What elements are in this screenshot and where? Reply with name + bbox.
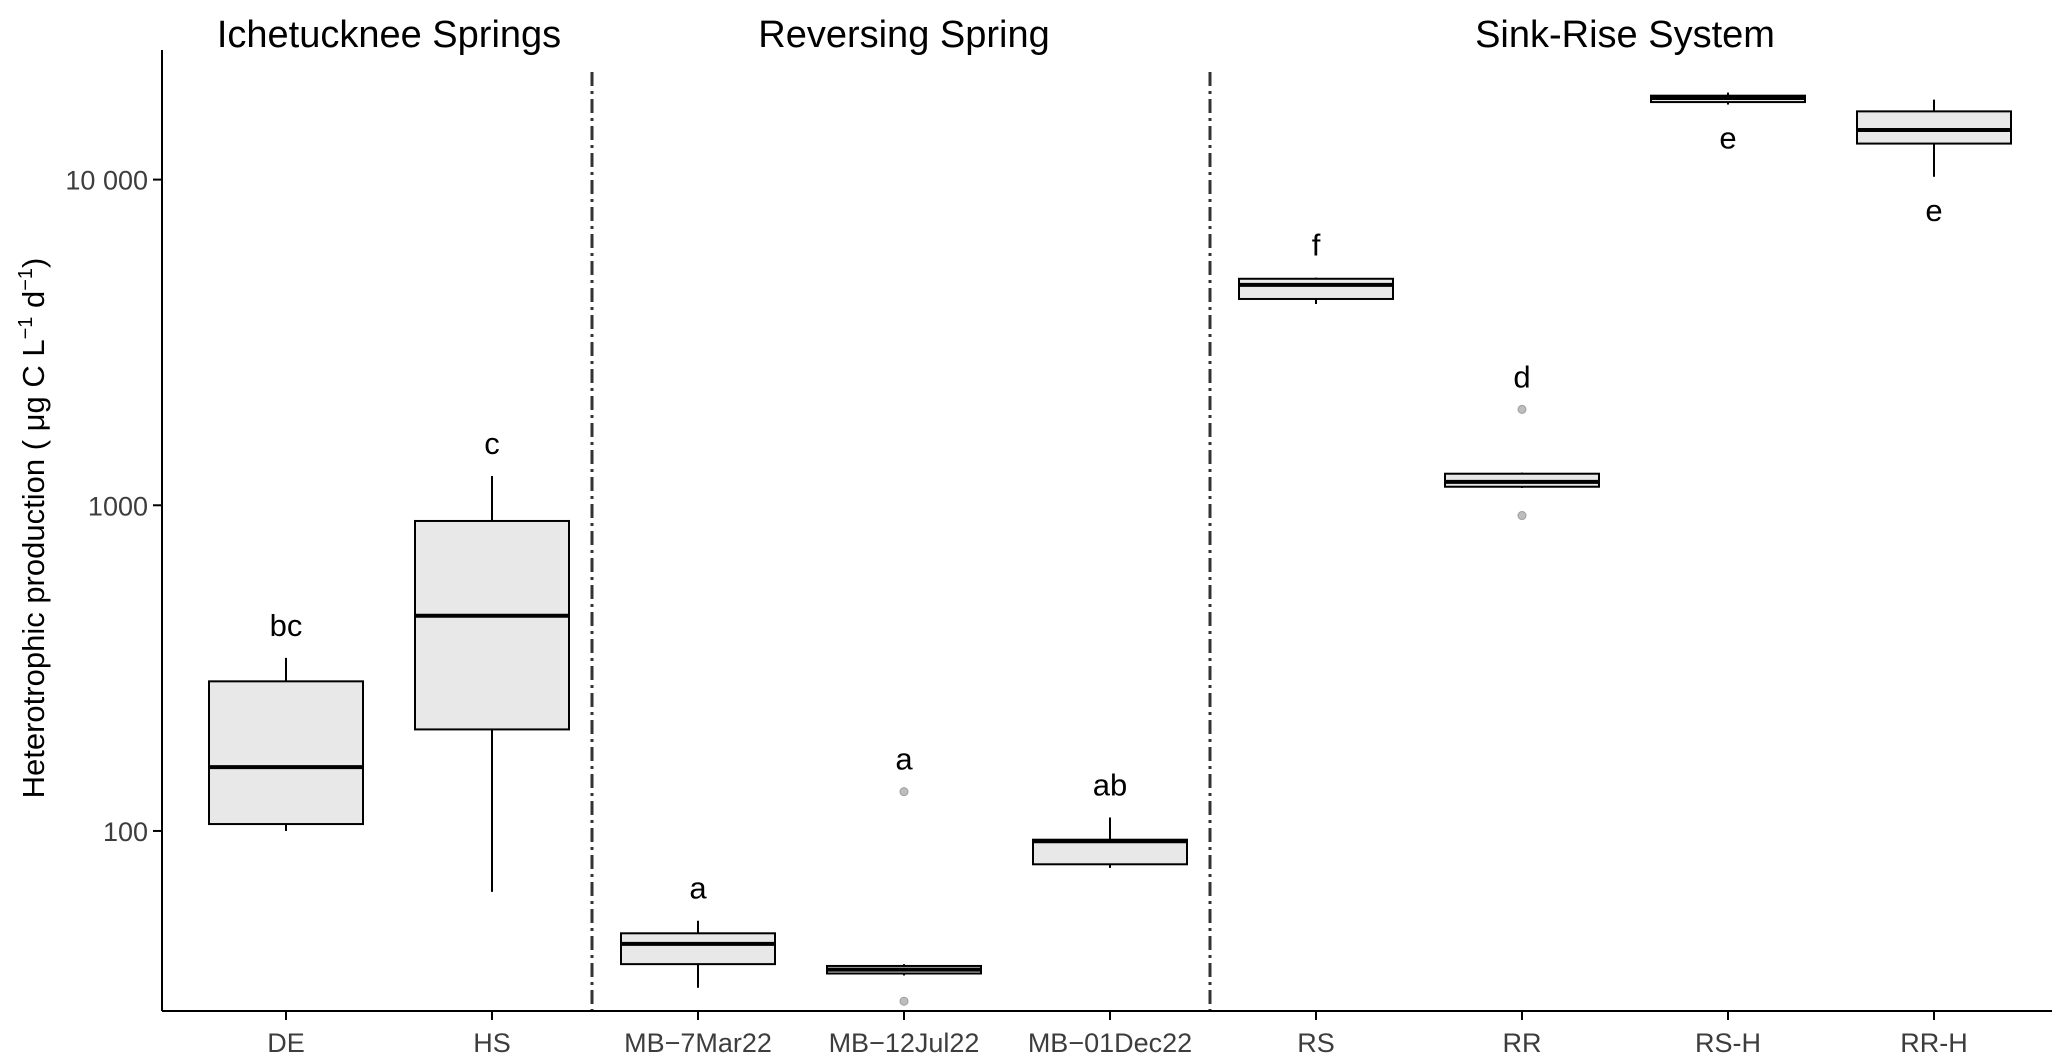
x-tick-label-mb-12jul22: MB−12Jul22 bbox=[829, 1028, 980, 1058]
significance-letter-rs-h: e bbox=[1719, 121, 1736, 156]
x-tick-label-rr-h: RR-H bbox=[1900, 1028, 1968, 1058]
x-tick-label-rs: RS bbox=[1297, 1028, 1335, 1058]
significance-letter-mb-01dec22: ab bbox=[1093, 767, 1127, 802]
y-axis-title-mid: d bbox=[16, 291, 51, 317]
axes-layer bbox=[161, 50, 2052, 1012]
box-rr bbox=[1444, 404, 1600, 521]
iqr-box bbox=[208, 680, 364, 826]
significance-letter-mb-7mar22: a bbox=[689, 871, 707, 906]
panel-titles-layer: Ichetucknee Springs Reversing Spring Sink-… bbox=[217, 14, 1775, 56]
iqr-box bbox=[1032, 838, 1188, 866]
y-tick-label: 10 000 bbox=[65, 166, 148, 196]
x-tick-label-hs: HS bbox=[473, 1028, 511, 1058]
iqr-box bbox=[620, 932, 776, 966]
box-mb-12jul22 bbox=[826, 787, 982, 1006]
x-tick-label-de: DE bbox=[267, 1028, 305, 1058]
outlier-point bbox=[1517, 511, 1527, 521]
significance-letter-mb-12jul22: a bbox=[895, 742, 913, 777]
y-axis-title-sup2: −1 bbox=[15, 268, 37, 291]
panel-title-sink-rise-system: Sink-Rise System bbox=[1475, 14, 1775, 56]
outlier-point bbox=[899, 787, 909, 797]
x-tick-label-mb-01dec22: MB−01Dec22 bbox=[1028, 1028, 1192, 1058]
y-axis-title-end: ) bbox=[16, 258, 51, 268]
y-axis-title-main: Heterotrophic production ( μg C L bbox=[16, 339, 51, 798]
box-rr-h bbox=[1856, 99, 2012, 177]
group-separators bbox=[590, 72, 1212, 1011]
significance-letter-rs: f bbox=[1312, 228, 1321, 263]
iqr-box bbox=[1856, 110, 2012, 145]
box-mb-01dec22 bbox=[1032, 817, 1188, 868]
significance-letter-de: bc bbox=[270, 608, 303, 643]
box-hs bbox=[414, 475, 570, 892]
iqr-box bbox=[1238, 277, 1394, 300]
significance-letters-layer: bc c a a ab f d e e bbox=[270, 121, 1943, 906]
y-axis-title: Heterotrophic production ( μg C L−1 d−1) bbox=[15, 258, 51, 799]
significance-letter-rr: d bbox=[1513, 359, 1530, 394]
box-rs-h bbox=[1650, 92, 1806, 105]
x-ticks-layer: DE HS MB−7Mar22 MB−12Jul22 MB−01Dec22 RS RR RS-… bbox=[267, 1011, 1968, 1058]
iqr-box bbox=[414, 519, 570, 731]
y-ticks-layer: 100 1000 10 000 bbox=[65, 166, 162, 847]
panel-title-reversing-spring: Reversing Spring bbox=[758, 14, 1049, 56]
panel-title-ichetucknee-springs: Ichetucknee Springs bbox=[217, 14, 561, 56]
x-tick-label-mb-7mar22: MB−7Mar22 bbox=[624, 1028, 772, 1058]
significance-letter-hs: c bbox=[484, 426, 500, 461]
x-tick-label-rs-h: RS-H bbox=[1695, 1028, 1761, 1058]
x-tick-label-rr: RR bbox=[1503, 1028, 1542, 1058]
box-mb-7mar22 bbox=[620, 920, 776, 988]
boxes-layer bbox=[208, 92, 2012, 1006]
y-axis-title-sup1: −1 bbox=[15, 317, 37, 340]
y-tick-label: 100 bbox=[103, 817, 148, 847]
outlier-point bbox=[899, 996, 909, 1006]
y-tick-label: 1000 bbox=[88, 491, 148, 521]
outlier-point bbox=[1517, 404, 1527, 414]
box-rs bbox=[1238, 277, 1394, 304]
box-de bbox=[208, 657, 364, 831]
significance-letter-rr-h: e bbox=[1925, 193, 1942, 228]
